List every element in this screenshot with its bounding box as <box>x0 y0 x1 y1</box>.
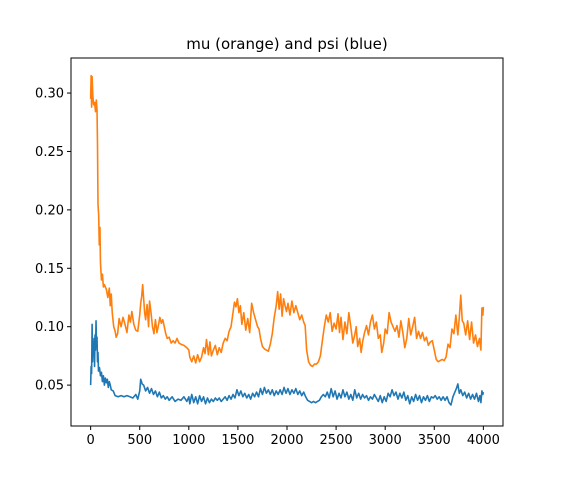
plot-frame <box>70 57 504 427</box>
series-line-0 <box>89 74 485 368</box>
series-layer <box>89 74 485 406</box>
y-tick-label: 0.30 <box>35 87 64 102</box>
y-tick-label: 0.10 <box>35 320 64 335</box>
series-line-1 <box>89 320 485 406</box>
x-tick-label: 1000 <box>172 433 205 448</box>
x-tick-label: 3000 <box>369 433 402 448</box>
x-tick-label: 2000 <box>270 433 303 448</box>
x-tick-label: 500 <box>127 433 152 448</box>
x-tick-label: 4000 <box>467 433 500 448</box>
x-tick-label: 3500 <box>418 433 451 448</box>
x-tick-label: 0 <box>86 433 94 448</box>
y-tick-label: 0.05 <box>35 379 64 394</box>
chart-title: mu (orange) and psi (blue) <box>186 35 388 53</box>
y-tick-label: 0.25 <box>35 145 64 160</box>
y-axis: 0.05 0.10 0.15 0.20 0.25 0.30 <box>35 87 71 394</box>
y-tick-label: 0.15 <box>35 262 64 277</box>
x-tick-label: 2500 <box>320 433 353 448</box>
y-tick-label: 0.20 <box>35 203 64 218</box>
x-axis: 0 500 1000 1500 2000 2500 3000 3500 4000 <box>86 426 500 448</box>
x-tick-label: 1500 <box>221 433 254 448</box>
